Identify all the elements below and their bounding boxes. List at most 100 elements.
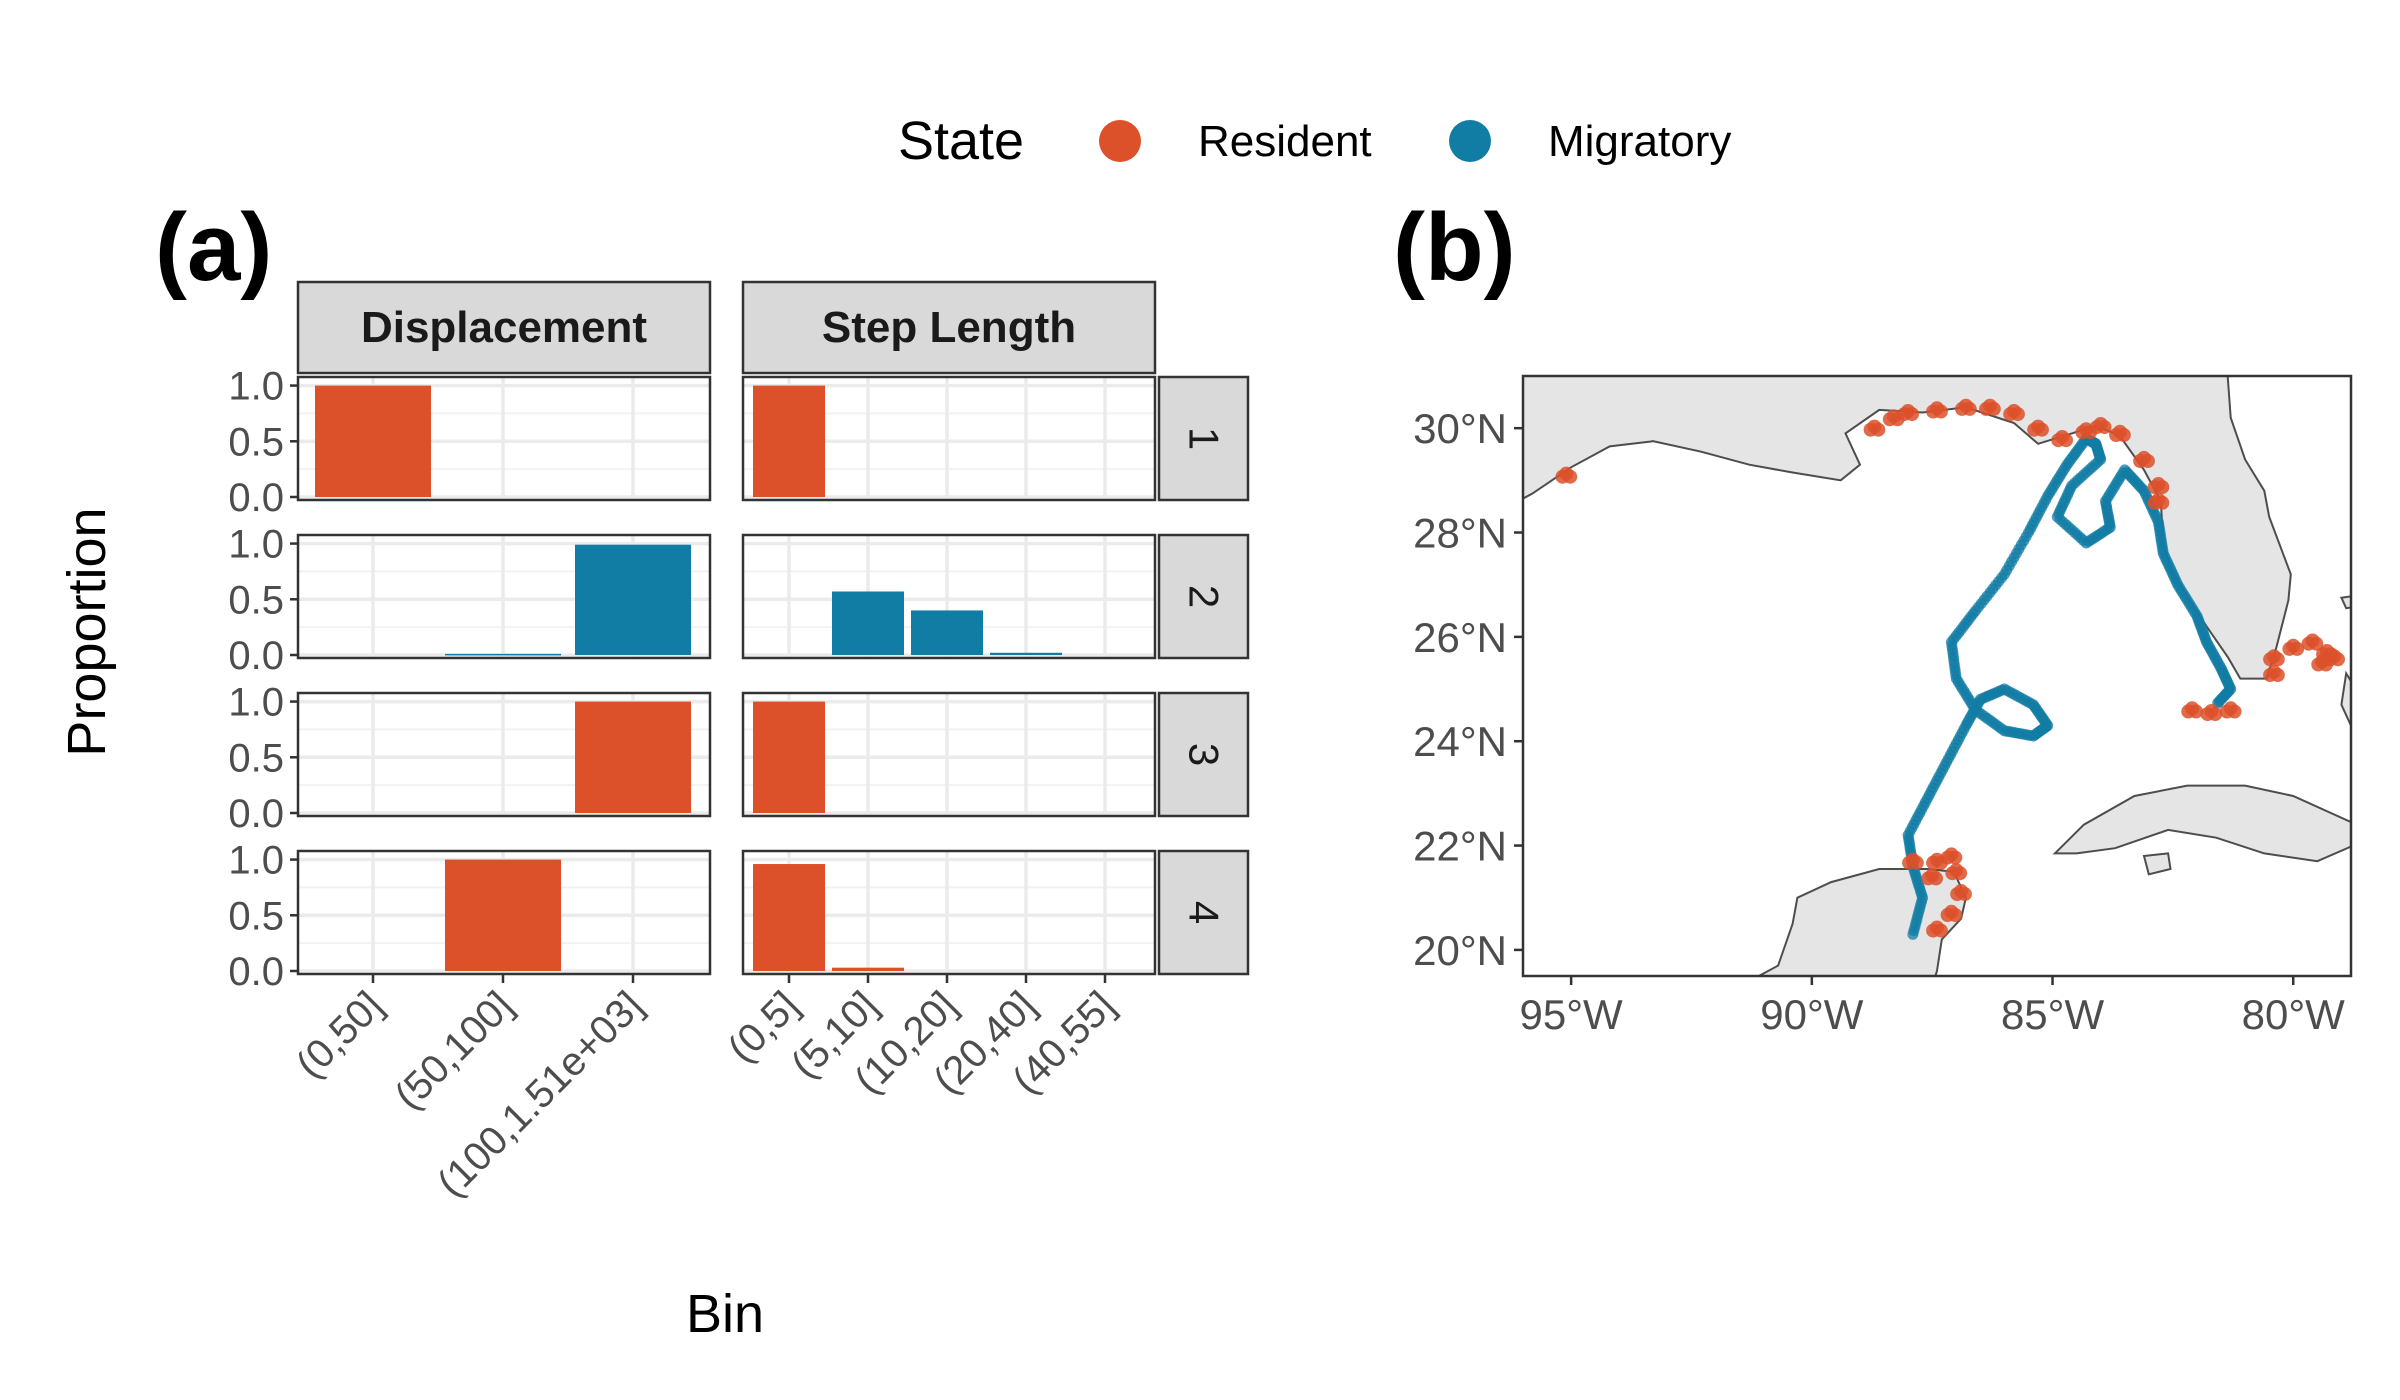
y-tick-label: 0.0 [228, 950, 284, 994]
legend-label-migratory: Migratory [1548, 117, 1731, 166]
resident-location [1957, 887, 1972, 902]
resident-location [1563, 469, 1578, 484]
map-y-tick-label: 20°N [1413, 927, 1507, 974]
facet-row-strip [1157, 533, 1250, 660]
resident-location [2309, 636, 2324, 651]
y-tick-label: 0.5 [228, 736, 284, 780]
bar-step-length-row1-1 [753, 385, 825, 497]
legend: State Resident Migratory [898, 111, 1731, 171]
bar-displacement-row2-3 [575, 544, 691, 655]
resident-location [1929, 871, 1943, 886]
y-tick-label: 1.0 [228, 839, 284, 883]
facet-panel-border [741, 849, 1157, 976]
resident-location [2270, 652, 2285, 667]
bar-displacement-row4-2 [445, 859, 561, 971]
panel-a-facet-bars: Displacement Step Length 0.0 0.5 1.0 1 0.0 0.5 1… [228, 280, 1250, 1205]
y-tick-label: 0.5 [228, 894, 284, 938]
bar-displacement-row2-2 [445, 653, 561, 656]
facet-row-label: 1 [1181, 427, 1228, 450]
map-track [1902, 433, 2237, 940]
resident-location [2155, 480, 2170, 495]
resident-location [2140, 454, 2155, 468]
panel-label-a: (a) [155, 194, 272, 301]
map-y-tick-label: 28°N [1413, 510, 1507, 557]
panel-label-b: (b) [1393, 194, 1516, 301]
y-tick-label: 0.5 [228, 578, 284, 622]
resident-location [1871, 422, 1886, 437]
map-y-tick-label: 24°N [1413, 718, 1507, 765]
resident-location [1962, 401, 1977, 416]
resident-location [1905, 407, 1919, 422]
facet-panel-border [296, 375, 712, 502]
facet-panel-border [741, 533, 1157, 660]
legend-title: State [898, 111, 1024, 171]
facet-row-strip [1157, 691, 1250, 818]
resident-location [2097, 420, 2112, 435]
bar-step-length-row4-2 [832, 967, 904, 971]
panel-b-map: 95°W 90°W 85°W 80°W 20°N 22°N 24°N 26°N 28°N 30°N [1413, 374, 2353, 1038]
resident-location [2189, 704, 2203, 719]
resident-location [1948, 908, 1963, 922]
legend-key-resident [1099, 120, 1141, 162]
facet-panel-border [741, 375, 1157, 502]
legend-label-resident: Resident [1198, 117, 1372, 166]
resident-location [2116, 428, 2131, 442]
resident-location [1948, 850, 1963, 865]
map-y-tick-label: 26°N [1413, 614, 1507, 661]
bar-displacement-row3-3 [575, 701, 691, 813]
facet-strip-step-length [741, 280, 1157, 375]
facet-panel-border [296, 533, 712, 660]
y-tick-label: 1.0 [228, 523, 284, 567]
map-land [1523, 376, 2351, 976]
bar-step-length-row3-1 [753, 701, 825, 813]
resident-location [2227, 704, 2242, 719]
resident-location [2270, 668, 2285, 682]
resident-location [1933, 923, 1948, 938]
land-isla-juventud [2142, 852, 2172, 876]
map-border [1521, 374, 2353, 978]
x-tick-label-displacement: (0,50] [288, 983, 391, 1086]
facet-row-label: 2 [1181, 585, 1228, 608]
resident-location [1986, 401, 2001, 416]
land-cuba [2052, 784, 2351, 863]
y-tick-label: 0.0 [228, 476, 284, 520]
resident-location [1933, 404, 1948, 419]
facet-strip-label-displacement: Displacement [361, 303, 647, 352]
resident-location [2290, 641, 2305, 656]
legend-key-migratory [1449, 120, 1491, 162]
map-y-tick-label: 30°N [1413, 405, 1507, 452]
facet-panel-border [296, 691, 712, 818]
land-grand-bahama [2339, 595, 2351, 610]
map-x-tick-label: 90°W [1760, 991, 1864, 1038]
y-tick-label: 1.0 [228, 365, 284, 409]
resident-location [1909, 855, 1924, 870]
resident-location [2155, 495, 2170, 510]
bar-step-length-row2-2 [832, 591, 904, 655]
bar-step-length-row4-1 [753, 864, 825, 971]
land-bahamas [2340, 670, 2351, 728]
map-axes: 95°W 90°W 85°W 80°W 20°N 22°N 24°N 26°N 28°N 30°N [1413, 405, 2345, 1038]
facet-strip-displacement [296, 280, 712, 375]
x-tick-label-displacement: (50,100] [386, 983, 521, 1118]
y-tick-label: 0.0 [228, 792, 284, 836]
y-axis-title: Proportion [57, 507, 117, 756]
land-yucatan [1756, 868, 1967, 976]
x-axis-title: Bin [686, 1284, 764, 1344]
map-x-tick-label: 95°W [1520, 991, 1624, 1038]
map-x-tick-label: 85°W [2001, 991, 2105, 1038]
map-x-tick-label: 80°W [2242, 991, 2346, 1038]
resident-location [1953, 866, 1968, 881]
bar-displacement-row1-1 [315, 385, 431, 497]
y-tick-label: 1.0 [228, 681, 284, 725]
facet-row-strip [1157, 849, 1250, 976]
y-tick-label: 0.5 [228, 420, 284, 464]
y-tick-label: 0.0 [228, 634, 284, 678]
map-y-tick-label: 22°N [1413, 823, 1507, 870]
resident-location [2208, 707, 2223, 722]
map-resident-points [1555, 398, 2345, 938]
facet-row-label: 4 [1181, 901, 1228, 924]
facet-strip-label-step-length: Step Length [822, 303, 1076, 352]
facet-row-label: 3 [1181, 743, 1228, 766]
resident-location [2059, 433, 2073, 448]
